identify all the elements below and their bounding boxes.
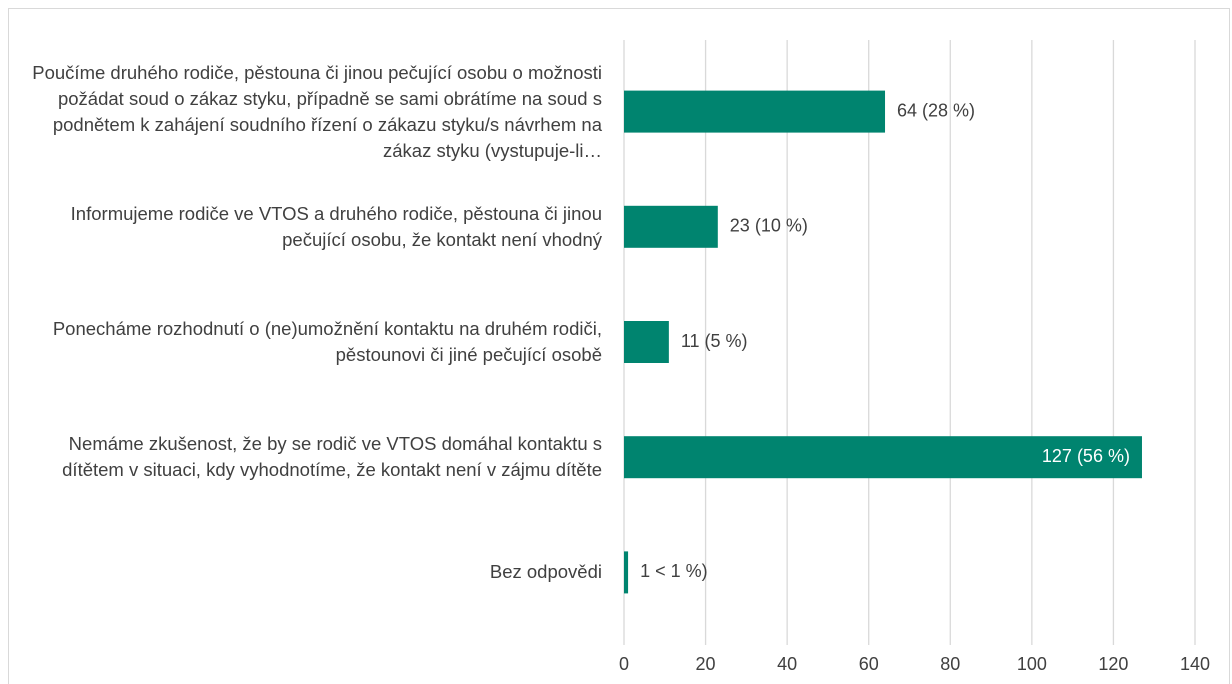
category-label: Informujeme rodiče ve VTOS a druhého rod… [70,202,602,250]
bar [624,436,1142,479]
bar [624,90,886,133]
category-label: Nemáme zkušenost, že by se rodič ve VTOS… [62,433,602,481]
data-label: 127 (56 %) [1042,446,1130,466]
x-tick-label: 60 [859,654,879,674]
bar [624,321,669,363]
x-tick-label: 140 [1180,654,1210,674]
data-label: 23 (10 %) [730,216,808,236]
category-label: Poučíme druhého rodiče, pěstouna či jino… [32,61,602,161]
x-tick-label: 40 [777,654,797,674]
x-tick-label: 20 [696,654,716,674]
category-label: Bez odpovědi [489,561,602,583]
bar [624,205,718,248]
x-tick-label: 100 [1017,654,1047,674]
x-tick-label: 0 [619,654,629,674]
data-label: 64 (28 %) [897,100,975,120]
x-tick-label: 120 [1098,654,1128,674]
chart-frame [8,8,1230,684]
bar [624,551,629,594]
data-label: 11 (5 %) [681,331,748,351]
data-label: 1 < 1 %) [640,561,708,581]
x-tick-label: 80 [940,654,960,674]
category-label: Ponecháme rozhodnutí o (ne)umožnění kont… [52,318,602,365]
